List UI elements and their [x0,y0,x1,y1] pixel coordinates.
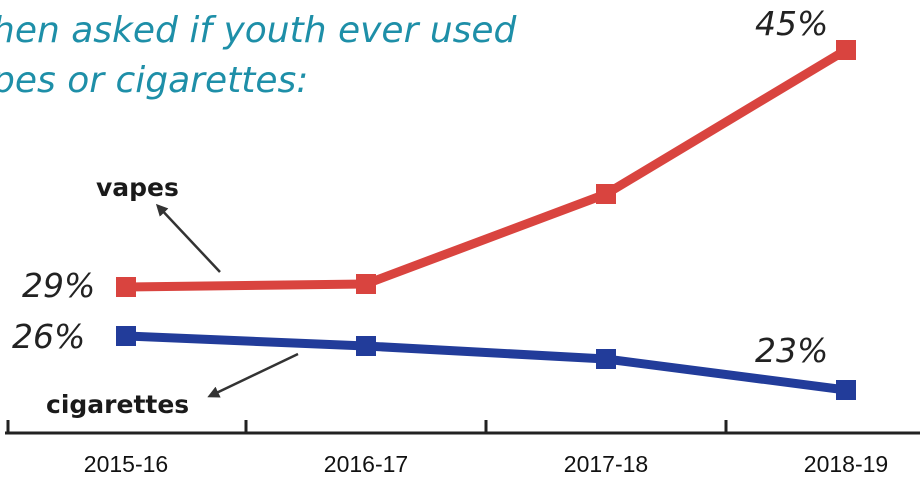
data-point-cigarettes-2 [356,336,376,356]
data-point-vapes-4 [836,40,856,60]
series-line-cigarettes [125,331,847,395]
x-axis-ticks [6,420,728,433]
data-label-cigarettes-start: 26% [12,317,85,356]
series-label-cigarettes: cigarettes [46,390,189,419]
data-point-vapes-3 [596,184,616,204]
chart-title-line-2: pes or cigarettes: [0,60,308,101]
data-point-cigarettes-4 [836,380,856,400]
data-label-vapes-end: 45% [755,4,828,43]
x-tick-label-2: 2016-17 [324,451,408,477]
x-tick-label-4: 2018-19 [804,451,888,477]
chart-title-line-1: hen asked if youth ever used [0,10,518,51]
series-markers-vapes [116,40,856,297]
series-markers-cigarettes [116,326,856,400]
x-tick-label-1: 2015-16 [84,451,168,477]
x-tick-label-3: 2017-18 [564,451,648,477]
arrow-to-cigarettes-label [207,352,299,398]
data-label-vapes-start: 29% [22,266,95,305]
data-point-cigarettes-1 [116,326,136,346]
series-line-vapes [125,46,849,292]
data-point-vapes-2 [356,274,376,294]
data-point-cigarettes-3 [596,349,616,369]
arrow-to-vapes-label [155,203,221,273]
x-axis-tick-labels: 2015-16 2016-17 2017-18 2018-19 [84,451,888,477]
series-label-vapes: vapes [96,173,179,202]
data-label-cigarettes-end: 23% [755,331,828,370]
data-point-vapes-1 [116,277,136,297]
